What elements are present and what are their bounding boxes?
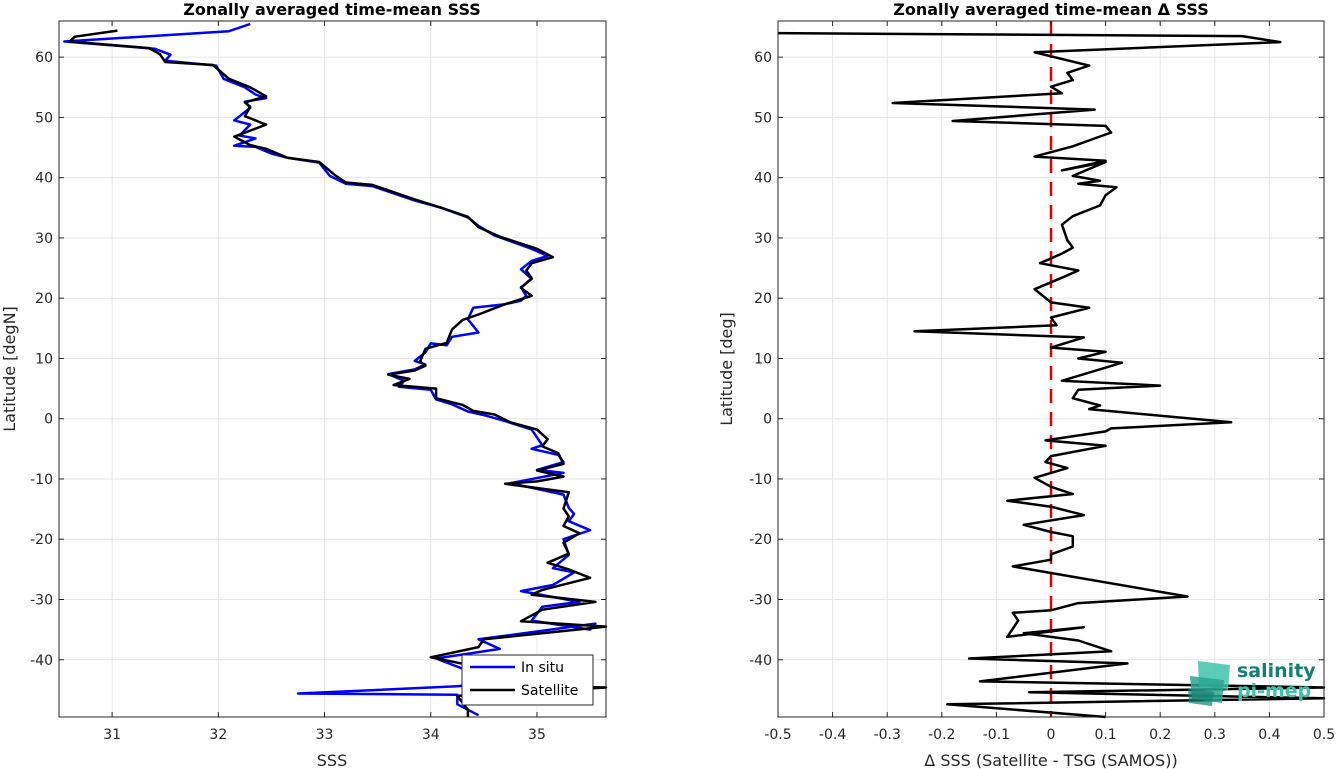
delta-sss-ytick-label: 60: [754, 50, 772, 66]
sss-chart-frame: [58, 20, 607, 718]
delta-sss-xtick-label: -0.1: [983, 727, 1010, 743]
sss-ytick-label: 10: [35, 351, 53, 367]
delta-sss-chart-xlabel: Δ SSS (Satellite - TSG (SAMOS)): [924, 751, 1177, 769]
sss-xtick-label: 31: [103, 727, 121, 743]
delta-sss-chart-ylabel: Latitude [deg]: [717, 312, 736, 426]
delta-sss-chart-ticks: -0.5 -0.4 -0.3 -0.2 -0.1 0 0.1 0.2 0.3 0.4 0.5 60 50…: [749, 21, 1335, 743]
salinity-logo: salinity pi-mep: [1188, 660, 1316, 706]
sss-chart: 31 32 33 34 35 60 50 40 30 20 10 0 -10 -20 -30 -40 Zona…: [0, 0, 608, 769]
sss-chart-xlabel: SSS: [317, 751, 347, 769]
delta-sss-xtick-label: 0.4: [1258, 727, 1280, 743]
sss-ytick-label: 60: [35, 50, 53, 66]
delta-sss-xtick-label: 0.1: [1094, 727, 1116, 743]
delta-sss-ytick-label: -30: [749, 592, 772, 608]
salinity-logo-icon: [1188, 661, 1230, 706]
legend-label-satellite: Satellite: [521, 683, 578, 699]
logo-shape-front: [1188, 688, 1214, 706]
sss-chart-legend[interactable]: In situ Satellite: [461, 654, 594, 706]
logo-text-pimep: pi-mep: [1237, 680, 1311, 702]
sss-ytick-label: -20: [30, 532, 53, 548]
sss-chart-title: Zonally averaged time-mean SSS: [183, 0, 481, 19]
sss-ytick-label: -40: [30, 653, 53, 669]
delta-sss-xtick-label: -0.2: [928, 727, 955, 743]
sss-ytick-label: 20: [35, 291, 53, 307]
sss-xtick-label: 32: [209, 727, 227, 743]
delta-sss-xtick-label: -0.4: [819, 727, 846, 743]
sss-chart-ticks: 31 32 33 34 35 60 50 40 30 20 10 0 -10 -20 -30 -40: [30, 21, 606, 743]
sss-ytick-label: -10: [30, 472, 53, 488]
sss-ytick-label: -30: [30, 592, 53, 608]
logo-text-salinity: salinity: [1237, 660, 1316, 682]
delta-sss-ytick-label: -40: [749, 653, 772, 669]
sss-xtick-label: 34: [422, 727, 440, 743]
sss-chart-grid: [59, 21, 606, 717]
legend-box: [461, 654, 594, 706]
sss-ytick-label: 40: [35, 171, 53, 187]
delta-sss-xtick-label: 0.5: [1313, 727, 1335, 743]
sss-chart-ylabel: Latitude [degN]: [0, 306, 19, 432]
delta-sss-ytick-label: -10: [749, 472, 772, 488]
sss-xtick-label: 33: [316, 727, 334, 743]
sss-ytick-label: 0: [44, 412, 53, 428]
delta-sss-ytick-label: 40: [754, 171, 772, 187]
delta-sss-xtick-label: 0: [1047, 727, 1056, 743]
sss-series-in-situ-line: [63, 22, 597, 717]
delta-sss-ytick-label: 10: [754, 351, 772, 367]
delta-sss-xtick-label: 0.2: [1149, 727, 1171, 743]
sss-ytick-label: 50: [35, 110, 53, 126]
sss-chart-lines: [63, 22, 608, 717]
sss-series-satellite-line: [68, 29, 608, 717]
delta-sss-xtick-label: 0.3: [1204, 727, 1226, 743]
legend-label-in-situ: In situ: [521, 660, 564, 676]
delta-sss-ytick-label: 0: [763, 412, 772, 428]
delta-sss-ytick-label: 30: [754, 231, 772, 247]
delta-sss-xtick-label: -0.3: [874, 727, 901, 743]
delta-sss-ytick-label: 50: [754, 110, 772, 126]
sss-ytick-label: 30: [35, 231, 53, 247]
delta-sss-chart-lines: [777, 31, 1326, 719]
delta-sss-ytick-label: -20: [749, 532, 772, 548]
delta-sss-chart: -0.5 -0.4 -0.3 -0.2 -0.1 0 0.1 0.2 0.3 0.4 0.5 60 50…: [717, 0, 1335, 769]
delta-sss-chart-title: Zonally averaged time-mean Δ SSS: [893, 0, 1209, 19]
sss-xtick-label: 35: [528, 727, 546, 743]
delta-sss-ytick-label: 20: [754, 291, 772, 307]
delta-sss-series-delta-line: [777, 31, 1326, 719]
delta-sss-xtick-label: -0.5: [764, 727, 791, 743]
